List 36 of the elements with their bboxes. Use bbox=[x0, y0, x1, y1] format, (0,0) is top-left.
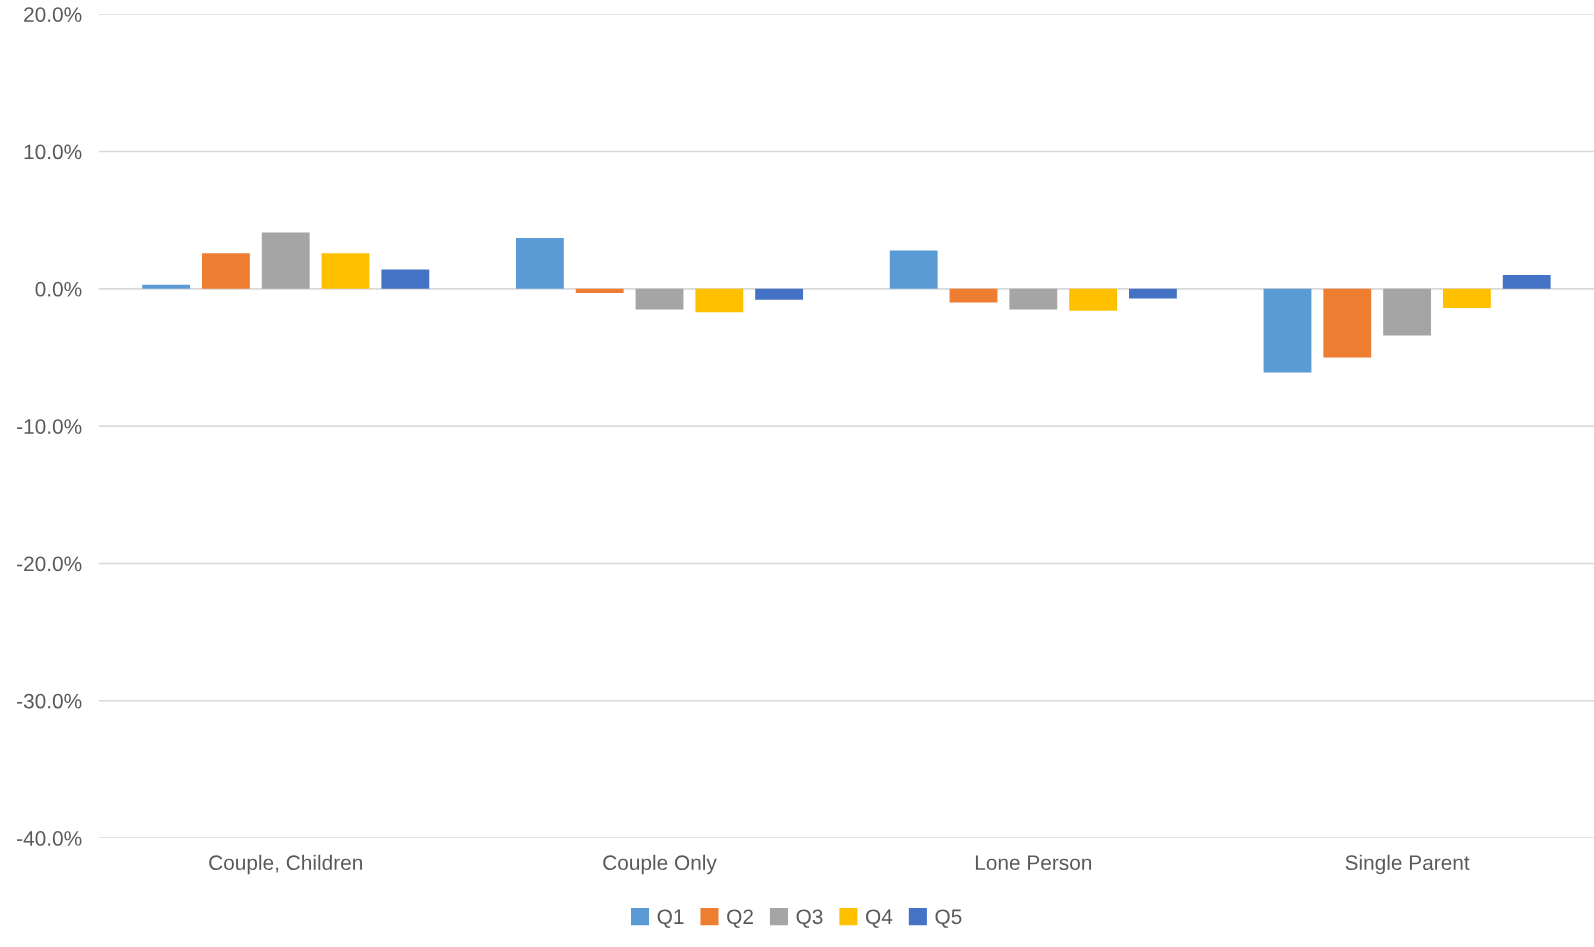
bar bbox=[142, 284, 191, 289]
legend-label: Q3 bbox=[796, 909, 823, 928]
bar bbox=[1129, 288, 1177, 299]
y-tick-label: -20.0% bbox=[17, 556, 82, 572]
bar bbox=[1263, 288, 1312, 373]
y-tick-label: -30.0% bbox=[17, 693, 82, 709]
bar bbox=[381, 269, 430, 289]
bar bbox=[635, 288, 684, 310]
x-tick-label: Lone Person bbox=[975, 855, 1092, 871]
bar bbox=[889, 250, 938, 289]
legend-label: Q5 bbox=[935, 909, 962, 928]
bar bbox=[1009, 288, 1058, 310]
y-tick-label: -10.0% bbox=[17, 419, 82, 434]
bar bbox=[575, 288, 624, 293]
bar bbox=[1069, 288, 1118, 311]
x-tick-label: Couple, Children bbox=[209, 854, 362, 875]
legend-label: Q2 bbox=[727, 909, 753, 928]
bar bbox=[1502, 275, 1551, 289]
bar bbox=[949, 288, 998, 303]
x-tick-label: Single Parent bbox=[1345, 854, 1470, 875]
y-tick-label: 10.0% bbox=[24, 144, 82, 160]
bar bbox=[201, 253, 250, 289]
y-tick-label: 0.0% bbox=[35, 281, 82, 297]
bar bbox=[755, 288, 804, 300]
bar bbox=[261, 232, 310, 289]
bar bbox=[1442, 288, 1491, 309]
x-tick-label: Couple Only bbox=[603, 854, 717, 875]
bar bbox=[695, 288, 744, 313]
legend-label: Q1 bbox=[657, 909, 684, 928]
y-tick-label: -40.0% bbox=[17, 831, 82, 846]
bar bbox=[1323, 288, 1372, 358]
bar bbox=[1383, 288, 1432, 336]
legend-label: Q4 bbox=[866, 909, 893, 928]
bar bbox=[515, 238, 564, 289]
y-tick-label: 20.0% bbox=[24, 7, 82, 22]
bar bbox=[321, 253, 370, 289]
